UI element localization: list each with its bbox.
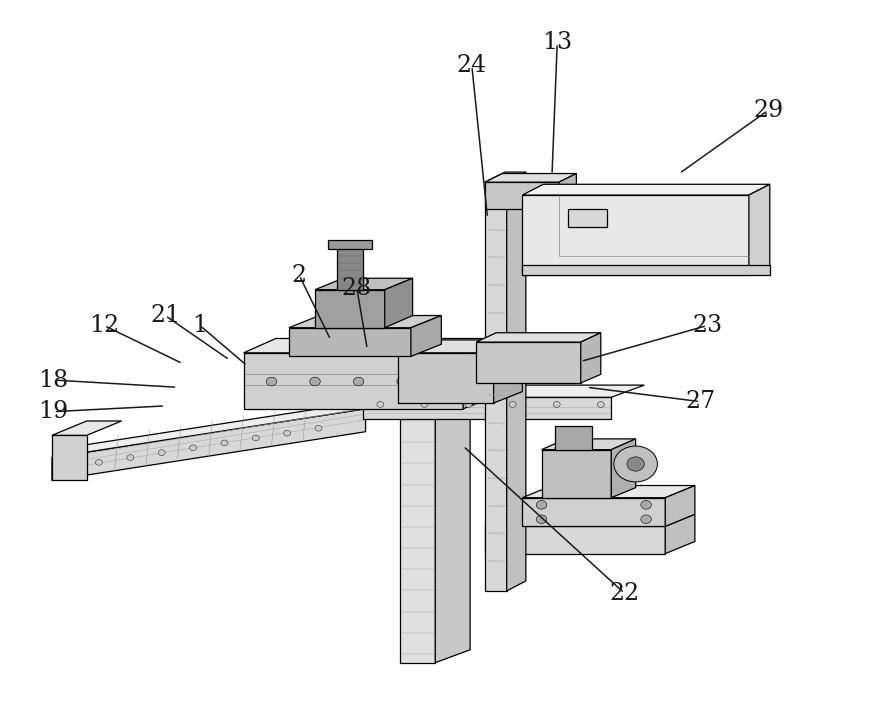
Polygon shape bbox=[542, 450, 611, 498]
Polygon shape bbox=[400, 405, 470, 418]
Polygon shape bbox=[244, 353, 463, 409]
Circle shape bbox=[614, 446, 657, 482]
Polygon shape bbox=[435, 405, 470, 662]
Circle shape bbox=[553, 402, 560, 408]
Polygon shape bbox=[52, 421, 121, 436]
Polygon shape bbox=[52, 396, 402, 457]
Circle shape bbox=[397, 377, 407, 386]
Text: 29: 29 bbox=[753, 99, 783, 122]
Circle shape bbox=[641, 515, 651, 523]
Polygon shape bbox=[315, 289, 385, 328]
Text: 22: 22 bbox=[609, 582, 640, 605]
Circle shape bbox=[315, 426, 322, 431]
Polygon shape bbox=[523, 485, 695, 498]
Polygon shape bbox=[398, 353, 494, 403]
Polygon shape bbox=[494, 340, 523, 403]
Text: 12: 12 bbox=[89, 314, 120, 337]
Polygon shape bbox=[485, 182, 507, 591]
Polygon shape bbox=[507, 172, 526, 591]
Polygon shape bbox=[363, 385, 644, 397]
Circle shape bbox=[377, 402, 384, 408]
Text: 23: 23 bbox=[692, 314, 722, 337]
Polygon shape bbox=[363, 397, 611, 419]
Polygon shape bbox=[398, 340, 523, 353]
Circle shape bbox=[127, 454, 134, 460]
Polygon shape bbox=[555, 426, 592, 450]
Circle shape bbox=[267, 377, 277, 386]
Circle shape bbox=[190, 445, 197, 451]
Circle shape bbox=[353, 377, 364, 386]
Polygon shape bbox=[485, 174, 576, 182]
Polygon shape bbox=[665, 514, 695, 554]
Polygon shape bbox=[385, 278, 413, 328]
Polygon shape bbox=[580, 333, 600, 383]
Circle shape bbox=[284, 431, 291, 436]
Circle shape bbox=[440, 377, 451, 386]
Text: 13: 13 bbox=[542, 32, 572, 55]
Circle shape bbox=[597, 402, 604, 408]
Circle shape bbox=[421, 402, 428, 408]
Circle shape bbox=[627, 456, 644, 471]
Circle shape bbox=[221, 440, 228, 446]
Polygon shape bbox=[485, 172, 526, 182]
Polygon shape bbox=[315, 278, 413, 289]
Polygon shape bbox=[523, 195, 749, 275]
Polygon shape bbox=[523, 184, 770, 195]
Polygon shape bbox=[463, 338, 496, 409]
Text: 18: 18 bbox=[38, 369, 69, 392]
Polygon shape bbox=[485, 526, 665, 554]
Polygon shape bbox=[665, 485, 695, 526]
Circle shape bbox=[309, 377, 320, 386]
Polygon shape bbox=[328, 240, 371, 249]
Polygon shape bbox=[411, 315, 441, 356]
Circle shape bbox=[641, 500, 651, 509]
Text: 28: 28 bbox=[342, 276, 372, 300]
Polygon shape bbox=[559, 174, 576, 210]
Circle shape bbox=[465, 402, 472, 408]
Text: 1: 1 bbox=[192, 314, 208, 337]
Circle shape bbox=[510, 402, 517, 408]
Polygon shape bbox=[485, 514, 695, 526]
Polygon shape bbox=[52, 436, 87, 480]
Polygon shape bbox=[611, 439, 635, 498]
Polygon shape bbox=[523, 266, 770, 275]
Text: 21: 21 bbox=[150, 304, 180, 327]
Polygon shape bbox=[476, 333, 600, 342]
Polygon shape bbox=[568, 210, 607, 228]
Polygon shape bbox=[52, 409, 365, 480]
Polygon shape bbox=[400, 418, 435, 662]
Polygon shape bbox=[336, 246, 363, 289]
Circle shape bbox=[253, 435, 260, 441]
Polygon shape bbox=[749, 184, 770, 275]
Circle shape bbox=[158, 450, 165, 456]
Polygon shape bbox=[485, 182, 559, 210]
Text: 24: 24 bbox=[457, 55, 487, 78]
Polygon shape bbox=[289, 328, 411, 356]
Polygon shape bbox=[542, 439, 635, 450]
Circle shape bbox=[537, 515, 547, 523]
Circle shape bbox=[95, 459, 102, 465]
Text: 27: 27 bbox=[685, 390, 715, 413]
Circle shape bbox=[537, 500, 547, 509]
Polygon shape bbox=[244, 338, 496, 353]
Text: 2: 2 bbox=[292, 264, 307, 287]
Text: 19: 19 bbox=[38, 400, 69, 423]
Polygon shape bbox=[523, 498, 665, 526]
Polygon shape bbox=[476, 342, 580, 383]
Polygon shape bbox=[289, 315, 441, 328]
